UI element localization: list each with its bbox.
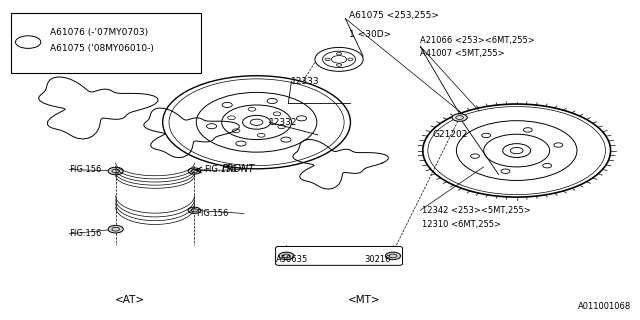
Text: A50635: A50635 [276,254,308,264]
Text: 12310 <6MT,255>: 12310 <6MT,255> [422,220,500,229]
Circle shape [108,225,124,233]
Text: 12332: 12332 [269,118,298,127]
Text: A21066 <253><6MT,255>: A21066 <253><6MT,255> [420,36,535,45]
Circle shape [385,252,401,260]
Circle shape [108,167,124,175]
Circle shape [452,114,467,121]
Text: 12333: 12333 [291,77,320,86]
Text: A61076 (-'07MY0703): A61076 (-'07MY0703) [51,28,148,37]
Circle shape [279,252,294,260]
Text: <MT>: <MT> [348,295,381,305]
Text: FIG.156: FIG.156 [69,165,102,174]
Text: FIG.156: FIG.156 [196,209,228,218]
Text: FIG.156: FIG.156 [69,229,102,238]
Text: A011001068: A011001068 [578,302,631,311]
Circle shape [188,207,201,213]
Polygon shape [285,248,393,264]
Circle shape [188,168,201,174]
Text: A61075 <253,255>: A61075 <253,255> [349,11,438,20]
Text: G21202: G21202 [433,130,468,139]
Text: 1 <30D>: 1 <30D> [349,30,391,39]
Circle shape [15,36,41,48]
FancyBboxPatch shape [11,13,201,73]
Text: A41007 <5MT,255>: A41007 <5MT,255> [420,49,505,58]
Text: FIG.156: FIG.156 [205,165,237,174]
Text: FRONT: FRONT [221,164,255,174]
Text: <AT>: <AT> [115,295,145,305]
Text: A61075 ('08MY06010-): A61075 ('08MY06010-) [51,44,154,53]
Text: 12342 <253><5MT,255>: 12342 <253><5MT,255> [422,206,531,215]
Text: 30216: 30216 [364,254,391,264]
FancyBboxPatch shape [276,246,403,265]
Text: 1: 1 [26,37,31,47]
